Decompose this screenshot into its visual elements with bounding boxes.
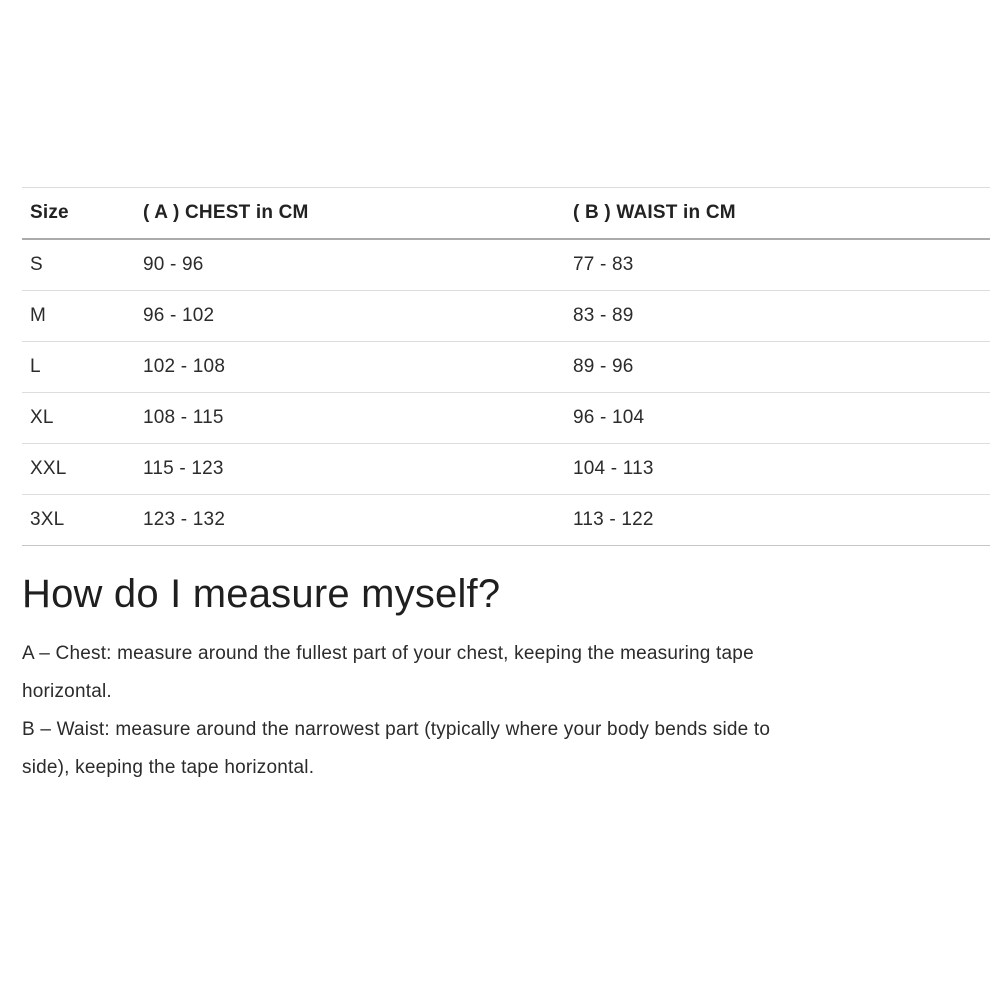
- table-cell-size: S: [22, 239, 135, 291]
- table-row: XXL 115 - 123 104 - 113: [22, 443, 990, 495]
- table-cell-waist_cm: 89 - 96: [565, 341, 990, 393]
- header-row: Size ( A ) CHEST in CM ( B ) WAIST in CM: [22, 187, 990, 240]
- table-cell-size: L: [22, 341, 135, 393]
- column-header-waist: ( B ) WAIST in CM: [565, 187, 990, 240]
- table-cell-waist_cm: 96 - 104: [565, 392, 990, 444]
- instruction-line: side), keeping the tape horizontal.: [22, 757, 315, 778]
- table-row: XL 108 - 115 96 - 104: [22, 392, 990, 444]
- table-cell-waist_cm: 104 - 113: [565, 443, 990, 495]
- table-cell-chest_cm: 102 - 108: [135, 341, 565, 393]
- column-header-chest: ( A ) CHEST in CM: [135, 187, 565, 240]
- table-cell-waist_cm: 83 - 89: [565, 290, 990, 342]
- instruction-line: A – Chest: measure around the fullest pa…: [22, 643, 754, 664]
- table-cell-size: XXL: [22, 443, 135, 495]
- measure-instructions: A – Chest: measure around the fullest pa…: [22, 635, 990, 787]
- table-cell-waist_cm: 113 - 122: [565, 494, 990, 546]
- table-cell-size: 3XL: [22, 494, 135, 546]
- table-cell-chest_cm: 108 - 115: [135, 392, 565, 444]
- table-cell-chest_cm: 96 - 102: [135, 290, 565, 342]
- size-chart-header: Size ( A ) CHEST in CM ( B ) WAIST in CM: [22, 187, 990, 240]
- instruction-line: horizontal.: [22, 681, 112, 702]
- table-row: M 96 - 102 83 - 89: [22, 290, 990, 342]
- measure-section-heading: How do I measure myself?: [22, 572, 501, 616]
- size-chart-body: S 90 - 96 77 - 83 M 96 - 102 83 - 89 L 102 - 10…: [22, 239, 990, 546]
- table-row: S 90 - 96 77 - 83: [22, 239, 990, 291]
- table-cell-chest_cm: 115 - 123: [135, 443, 565, 495]
- instruction-line: B – Waist: measure around the narrowest …: [22, 719, 771, 740]
- table-row: L 102 - 108 89 - 96: [22, 341, 990, 393]
- table-cell-chest_cm: 123 - 132: [135, 494, 565, 546]
- table-row: 3XL 123 - 132 113 - 122: [22, 494, 990, 546]
- column-header-size: Size: [22, 187, 135, 240]
- instruction-paragraph: B – Waist: measure around the narrowest …: [22, 711, 990, 787]
- instruction-paragraph: A – Chest: measure around the fullest pa…: [22, 635, 990, 711]
- table-cell-chest_cm: 90 - 96: [135, 239, 565, 291]
- table-cell-size: M: [22, 290, 135, 342]
- table-cell-waist_cm: 77 - 83: [565, 239, 990, 291]
- size-chart-table: Size ( A ) CHEST in CM ( B ) WAIST in CM…: [22, 187, 990, 546]
- table-cell-size: XL: [22, 392, 135, 444]
